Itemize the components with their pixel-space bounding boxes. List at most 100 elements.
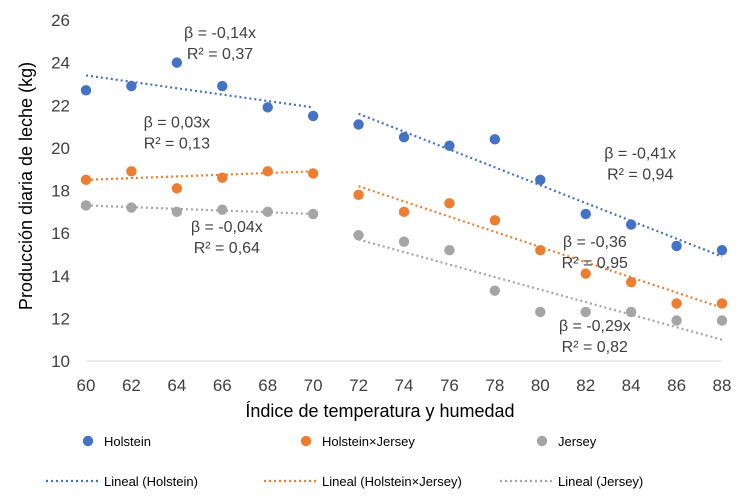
point-jersey: [126, 202, 137, 213]
x-tick-label: 88: [713, 376, 732, 395]
annotation-beta: β = -0,14x: [184, 25, 256, 42]
x-tick-label: 68: [258, 376, 277, 395]
annotation-r2: R² = 0,64: [194, 240, 260, 257]
point-holstein: [398, 132, 410, 143]
point-holstein: [716, 244, 728, 256]
point-jersey: [489, 285, 501, 296]
point-holstein: [625, 219, 637, 230]
legend-label: Lineal (Holstein): [104, 474, 198, 489]
legend-label: Lineal (Jersey): [558, 474, 643, 489]
x-tick-label: 80: [531, 376, 550, 395]
x-axis-title: Índice de temperatura y humedad: [245, 401, 514, 421]
trendline-holstein: [358, 112, 723, 258]
legend-marker-holstein-jersey: [300, 435, 312, 447]
point-holstein-jersey: [671, 298, 682, 309]
y-axis-title: Producción diaria de leche (kg): [16, 62, 36, 310]
y-tick-label: 10: [51, 352, 70, 371]
x-tick-label: 72: [349, 376, 368, 395]
legend-label: Lineal (Holstein×Jersey): [322, 474, 462, 489]
y-tick-label: 22: [51, 96, 70, 115]
point-holstein-jersey: [535, 244, 546, 256]
point-jersey: [217, 204, 228, 215]
x-tick-label: 84: [622, 376, 641, 395]
point-holstein: [671, 240, 682, 252]
legend: Holstein Holstein×Jersey Jersey Lineal (Hol…: [46, 434, 643, 489]
annotation-beta: β = -0,04x: [191, 219, 263, 236]
point-jersey: [398, 236, 410, 247]
annotation-r2: R² = 0,82: [562, 339, 628, 356]
axes: 60 62 64 66 68 70 72 74 76 78 80 82 84 86 88 10 12 14 16 18…: [51, 11, 731, 395]
point-holstein: [580, 208, 591, 220]
point-jersey: [535, 306, 546, 318]
point-holstein-jersey: [353, 189, 364, 200]
point-holstein: [307, 110, 319, 122]
point-holstein-jersey: [716, 298, 728, 309]
point-holstein-jersey: [126, 166, 137, 177]
point-jersey: [353, 230, 364, 241]
point-holstein-jersey: [307, 168, 319, 179]
point-holstein-jersey: [262, 166, 273, 177]
point-jersey: [671, 315, 682, 326]
point-holstein: [126, 80, 137, 92]
y-tick-label: 18: [51, 182, 70, 201]
point-jersey: [580, 306, 591, 318]
point-holstein: [444, 140, 455, 151]
annotation-r2: R² = 0,94: [607, 167, 673, 184]
point-holstein: [171, 57, 183, 68]
legend-marker-jersey: [536, 435, 548, 447]
x-tick-label: 66: [213, 376, 232, 395]
data-points: [80, 57, 728, 326]
point-jersey: [625, 306, 637, 318]
y-tick-label: 24: [51, 54, 70, 73]
y-tick-label: 20: [51, 139, 70, 158]
y-tick-label: 16: [51, 224, 70, 243]
annotation-r2: R² = 0,13: [144, 136, 210, 153]
point-jersey: [80, 200, 92, 211]
point-holstein-jersey: [171, 183, 183, 194]
annotation-beta: β = 0,03x: [144, 115, 211, 132]
x-tick-label: 78: [485, 376, 504, 395]
x-tick-label: 76: [440, 376, 459, 395]
trendline-holstein-jersey: [85, 170, 314, 181]
point-holstein: [262, 102, 273, 113]
x-tick-label: 60: [77, 376, 96, 395]
point-holstein: [353, 119, 364, 130]
point-holstein-jersey: [444, 198, 455, 209]
x-tick-label: 62: [122, 376, 141, 395]
legend-marker-holstein: [82, 435, 94, 447]
y-tick-label: 12: [51, 309, 70, 328]
y-tick-label: 26: [51, 11, 70, 30]
point-jersey: [171, 206, 183, 218]
point-jersey: [307, 208, 319, 220]
legend-label: Holstein: [104, 434, 151, 449]
point-holstein-jersey: [80, 174, 92, 186]
point-jersey: [262, 206, 273, 218]
legend-label: Holstein×Jersey: [322, 434, 415, 449]
annotation-beta: β = -0,41x: [604, 146, 676, 163]
point-holstein-jersey: [625, 276, 637, 288]
trendline-jersey: [85, 204, 314, 216]
x-tick-label: 82: [576, 376, 595, 395]
x-tick-label: 74: [395, 376, 414, 395]
point-holstein-jersey: [217, 172, 228, 183]
x-tick-label: 64: [167, 376, 186, 395]
legend-label: Jersey: [558, 434, 597, 449]
y-tick-label: 14: [51, 267, 70, 286]
point-holstein-jersey: [580, 268, 591, 279]
annotation-r2: R² = 0,37: [187, 46, 253, 63]
annotation-beta: β = -0,36: [563, 234, 627, 251]
point-holstein: [217, 80, 228, 92]
annotation-r2: R² = 0,95: [562, 255, 628, 272]
point-holstein-jersey: [489, 215, 501, 226]
point-jersey: [716, 315, 728, 326]
annotations: β = -0,14x R² = 0,37 β = 0,03x R² = 0,13 β =…: [144, 25, 677, 356]
point-jersey: [444, 244, 455, 256]
x-tick-label: 86: [667, 376, 686, 395]
point-holstein: [489, 134, 501, 145]
annotation-beta: β = -0,29x: [559, 318, 631, 335]
point-holstein: [80, 85, 92, 96]
x-tick-label: 70: [304, 376, 323, 395]
point-holstein-jersey: [398, 206, 410, 218]
point-holstein: [535, 174, 546, 186]
